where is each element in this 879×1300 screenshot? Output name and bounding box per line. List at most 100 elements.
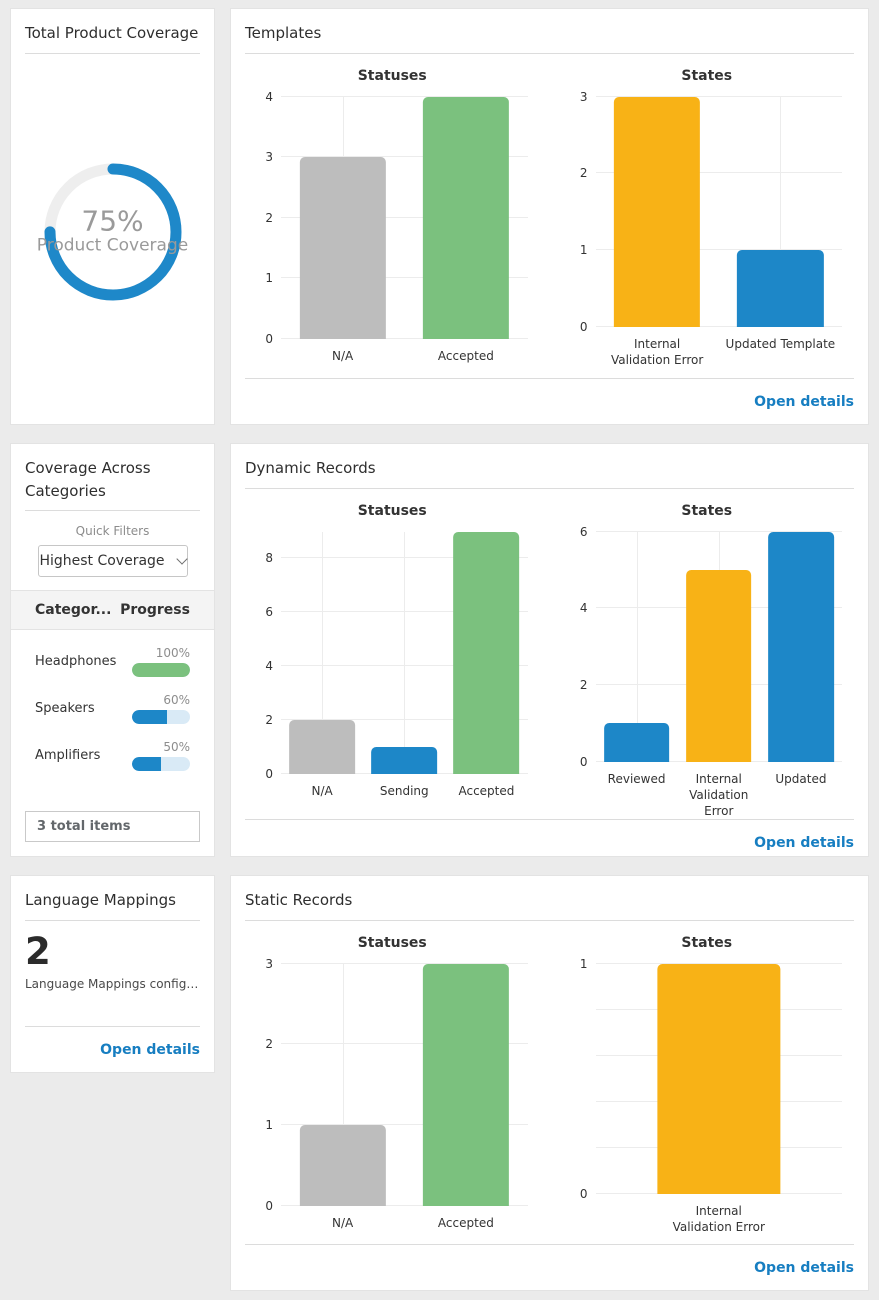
x-axis-labels: Reviewed Internal Validation Error Updated <box>596 771 843 820</box>
bar-accepted[interactable] <box>453 531 520 774</box>
y-tick-label: 4 <box>265 89 273 104</box>
bar-updated[interactable] <box>768 531 834 762</box>
bar-internal-validation-error[interactable] <box>613 96 701 327</box>
progress-cell: 60% <box>132 693 190 724</box>
plot-area <box>281 95 528 339</box>
y-tick-label: 1 <box>265 1117 273 1132</box>
y-tick-label: 4 <box>579 601 588 616</box>
gridline <box>281 962 528 964</box>
x-tick-label: N/A <box>332 1215 354 1230</box>
quick-filters-dropdown[interactable]: Highest Coverage <box>37 545 188 577</box>
y-tick-label: 2 <box>579 677 588 692</box>
chart-title: States <box>681 502 733 519</box>
y-tick-label: 6 <box>579 524 588 539</box>
x-tick-label: Accepted <box>437 1215 494 1230</box>
x-tick-label: Reviewed <box>607 771 666 786</box>
bar-sending[interactable] <box>371 746 438 774</box>
y-axis: 0 2 4 6 8 <box>257 532 281 779</box>
chart-body: 0 2 4 6 8 <box>257 531 528 780</box>
y-tick-label: 0 <box>265 331 273 346</box>
table-row: Headphones 100% <box>35 634 190 681</box>
y-axis: 0 1 2 3 <box>572 91 596 333</box>
y-tick-label: 2 <box>579 166 588 181</box>
y-axis: 0 1 2 3 4 <box>257 91 281 345</box>
y-axis: 0 2 4 6 <box>572 526 596 768</box>
gridline <box>404 531 406 774</box>
x-tick-label: N/A <box>332 348 354 363</box>
bar-n-a[interactable] <box>299 157 386 339</box>
progress-bar <box>132 663 190 677</box>
y-tick-label: 3 <box>265 956 273 971</box>
category-name: Amplifiers <box>35 748 101 763</box>
language-mappings-card: Language Mappings 2 Language Mappings co… <box>10 875 215 1073</box>
y-tick-label: 0 <box>579 319 588 334</box>
y-tick-label: 6 <box>265 605 273 620</box>
y-tick-label: 3 <box>265 150 273 164</box>
templates-charts: Statuses 0 1 2 3 4 N/A Accepted States 0 1 2 3 Inter… <box>245 54 854 368</box>
gridline <box>281 277 528 278</box>
gridline <box>281 95 528 97</box>
gridline <box>595 325 842 327</box>
x-tick-label: Accepted <box>458 783 515 798</box>
dynamic-records-card: Dynamic Records Statuses 0 2 4 6 8 N/A Sending A… <box>230 443 869 857</box>
gridline <box>595 95 842 97</box>
gridline <box>322 531 324 774</box>
bar-accepted[interactable] <box>422 963 510 1206</box>
chart-body: 0 2 4 6 <box>572 526 842 768</box>
card-title: Templates <box>245 22 854 54</box>
open-details-link[interactable]: Open details <box>754 1260 854 1276</box>
dropdown-selected-value: Highest Coverage <box>39 553 165 569</box>
x-tick-label: Internal Validation Error <box>610 336 704 367</box>
card-title: Coverage Across Categories <box>25 457 200 511</box>
card-title: Total Product Coverage <box>25 22 200 54</box>
donut-svg <box>44 163 181 301</box>
progress-bar <box>132 710 190 724</box>
x-axis-labels: N/A Accepted <box>281 348 528 364</box>
y-tick-label: 1 <box>265 271 273 285</box>
plot-area <box>595 530 842 762</box>
bar-reviewed[interactable] <box>603 723 670 762</box>
gridline <box>281 1204 528 1206</box>
bar-updated-template[interactable] <box>737 249 824 327</box>
gridline <box>281 156 528 157</box>
open-details-link[interactable]: Open details <box>100 1042 200 1058</box>
static-records-card: Static Records Statuses 0 1 2 3 N/A Accepted S… <box>230 875 869 1291</box>
x-axis-labels: Internal Validation Error <box>596 1203 843 1235</box>
progress-cell: 50% <box>132 740 190 771</box>
bar-n-a[interactable] <box>289 719 355 774</box>
bar-accepted[interactable] <box>422 96 510 339</box>
card-footer: Open details <box>25 1026 200 1058</box>
plot-area <box>595 962 842 1194</box>
y-tick-label: 4 <box>265 658 273 673</box>
templates-card: Templates Statuses 0 1 2 3 4 N/A Accepted State… <box>230 8 869 425</box>
card-title: Language Mappings <box>25 889 200 921</box>
gridline <box>780 96 782 327</box>
open-details-link[interactable]: Open details <box>754 835 854 852</box>
x-axis-labels: N/A Sending Accepted <box>281 783 528 799</box>
card-title: Static Records <box>245 889 854 921</box>
x-axis-labels: Internal Validation Error Updated Templat… <box>596 336 843 368</box>
chart-title: States <box>681 67 733 84</box>
language-mappings-subtitle: Language Mappings configur... <box>25 976 200 991</box>
chevron-down-icon <box>175 552 188 565</box>
bar-internal-validation-error[interactable] <box>685 569 752 762</box>
category-name: Speakers <box>35 701 95 716</box>
open-details-link[interactable]: Open details <box>754 394 854 410</box>
gridline <box>595 248 842 250</box>
gridline <box>342 963 344 1206</box>
bar-n-a[interactable] <box>299 1124 386 1206</box>
percent-label: 60% <box>163 693 190 707</box>
static-charts: Statuses 0 1 2 3 N/A Accepted States 0 1 Internal… <box>245 921 854 1235</box>
progress-cell: 100% <box>132 646 190 677</box>
progress-bar <box>132 757 190 771</box>
gridline <box>595 172 842 174</box>
chart-body: 0 1 2 3 <box>257 958 528 1212</box>
bar-internal-validation-error[interactable] <box>657 963 781 1194</box>
x-tick-label: Internal Validation Error <box>689 771 749 818</box>
chart-body: 0 1 2 3 4 <box>257 91 528 345</box>
column-header-category: Categor... <box>35 602 112 618</box>
table-header: Categor... Progress <box>11 590 214 630</box>
static-states-chart: States 0 1 Internal Validation Error <box>572 935 843 1235</box>
